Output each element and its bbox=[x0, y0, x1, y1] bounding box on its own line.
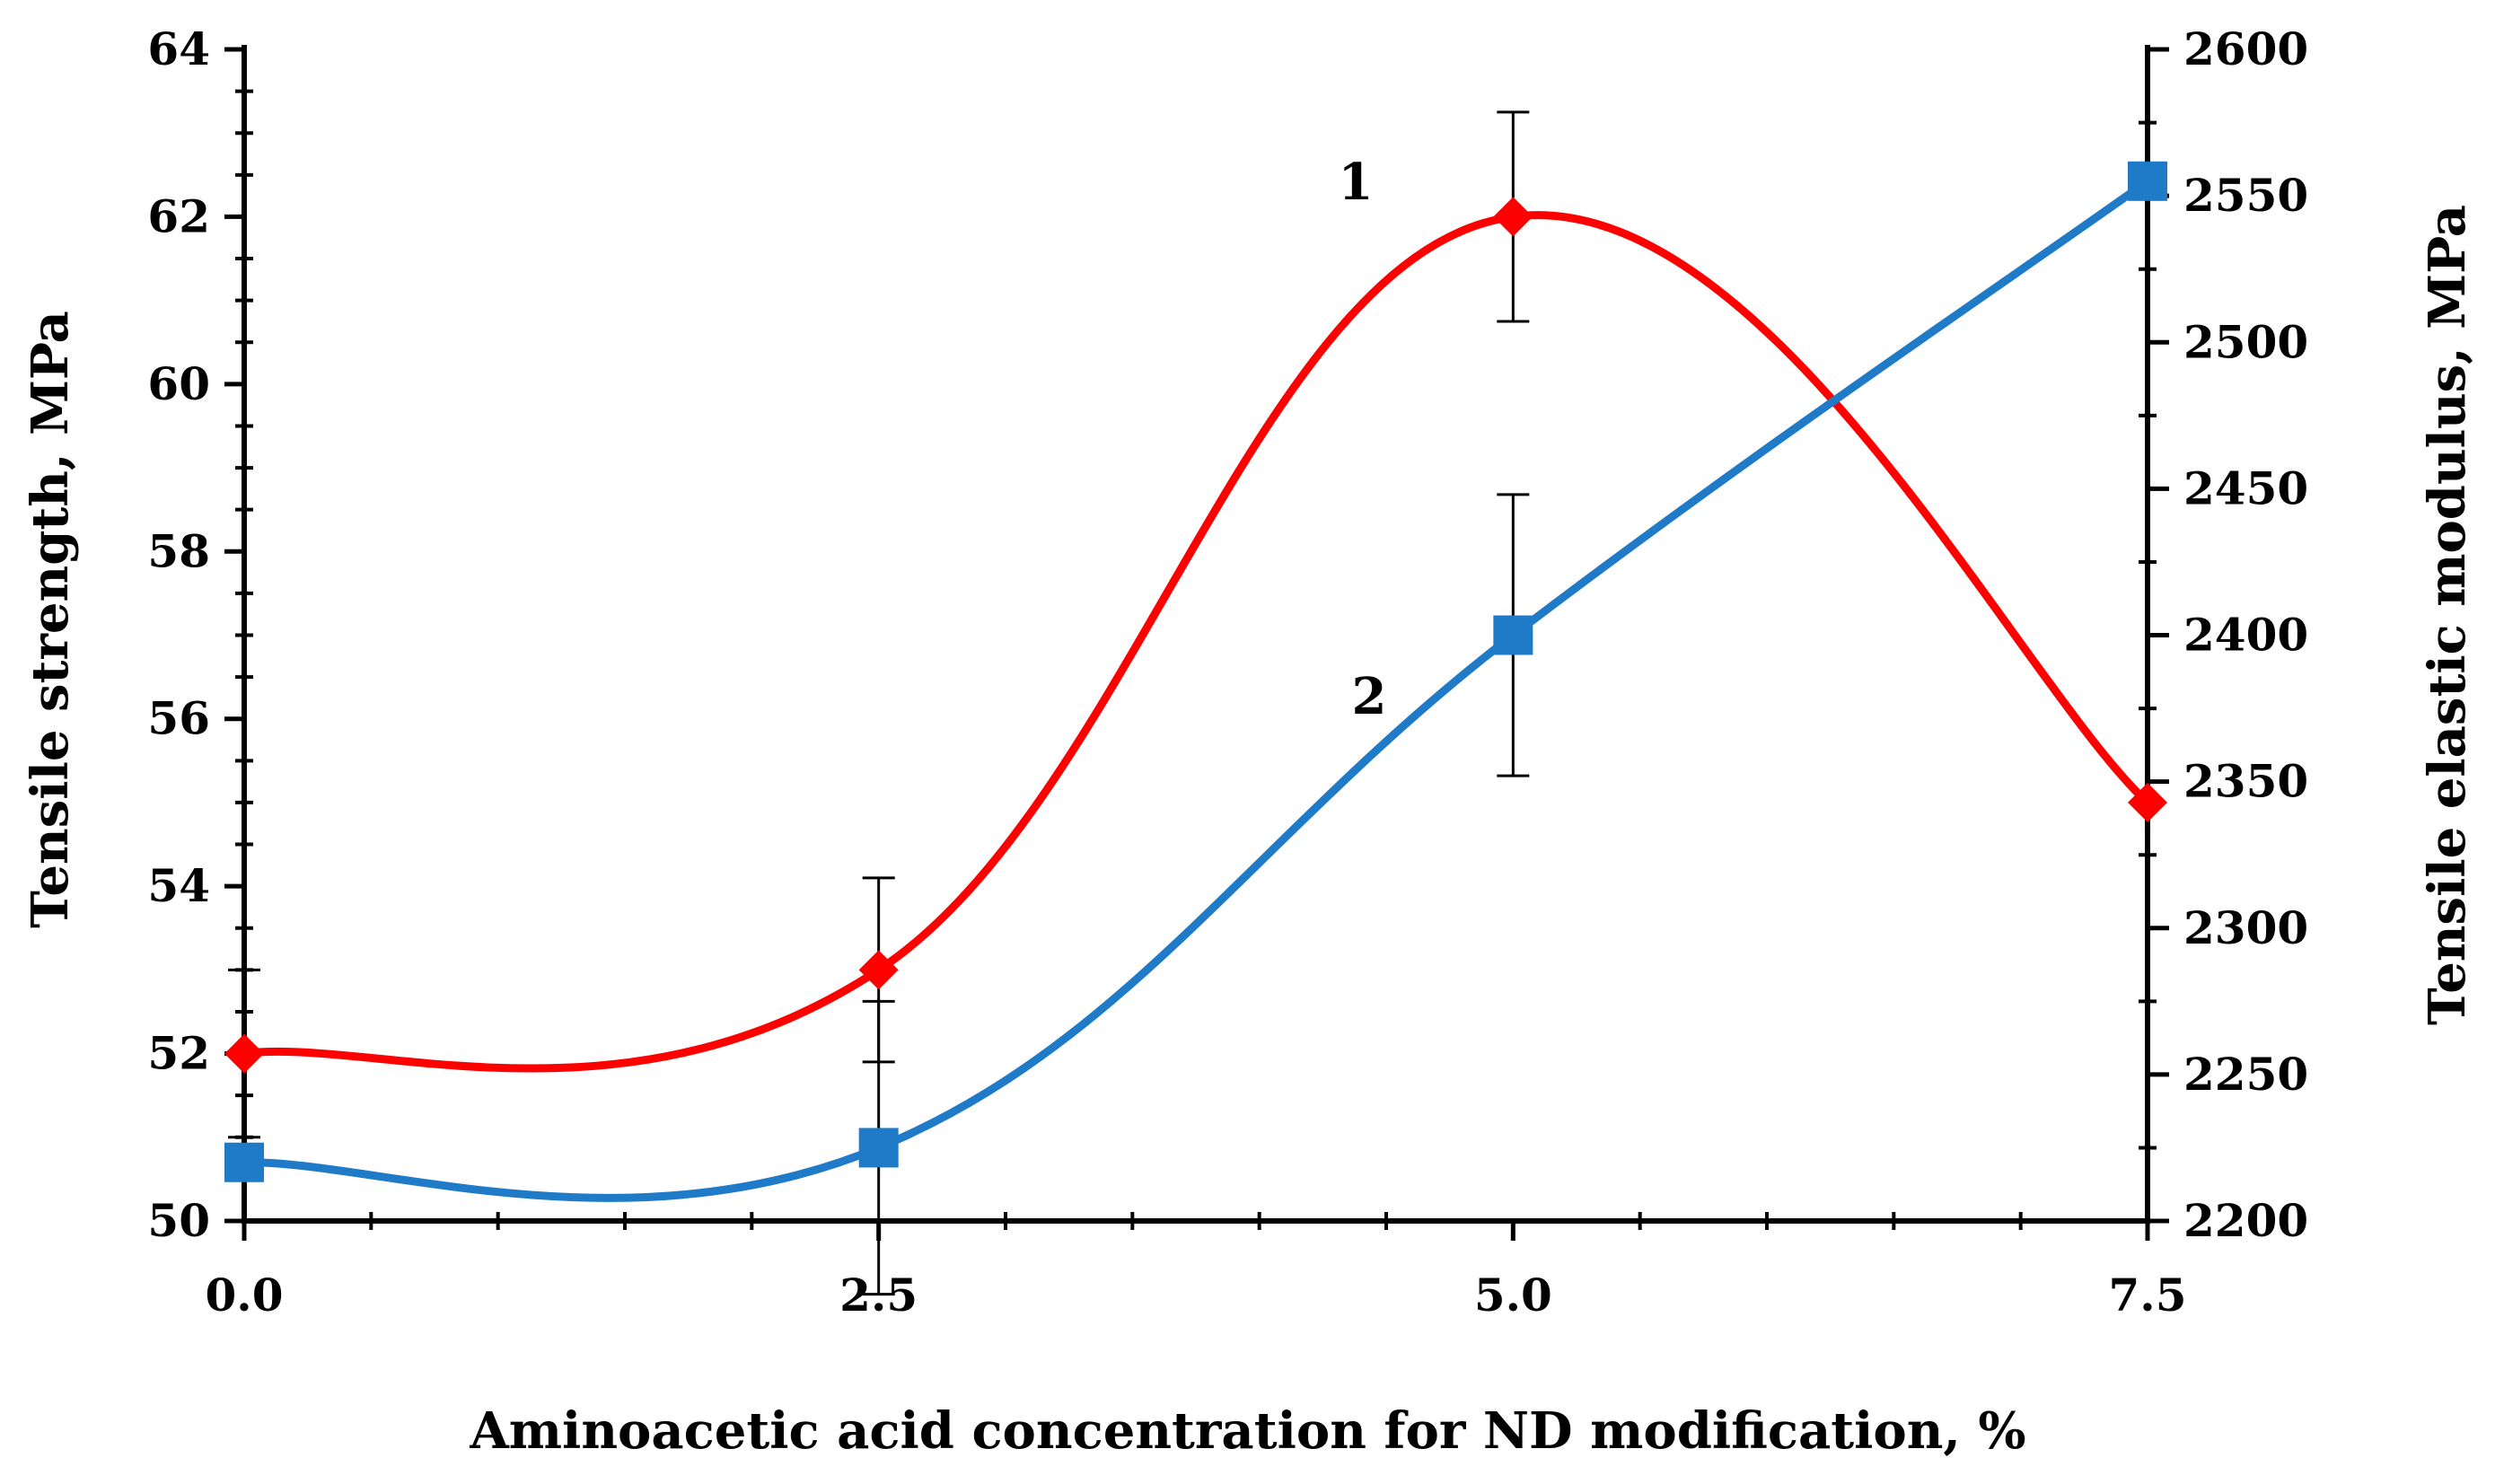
x-tick-label: 7.5 bbox=[2109, 1269, 2187, 1322]
series-2-line bbox=[240, 177, 2152, 1202]
series-1-marker-0 bbox=[224, 1033, 264, 1074]
y2-tick-label: 2200 bbox=[2183, 1194, 2308, 1247]
series-1-marker-1 bbox=[858, 950, 899, 990]
y2-tick-label: 2450 bbox=[2183, 461, 2308, 514]
y-axis-title: Tensile strength, MPa bbox=[21, 311, 80, 928]
y2-tick-label: 2500 bbox=[2183, 315, 2308, 368]
x-tick-label: 0.0 bbox=[206, 1269, 284, 1322]
curve-label-2: 2 bbox=[1352, 667, 1387, 726]
y-tick-label: 50 bbox=[147, 1194, 210, 1247]
y2-tick-label: 2550 bbox=[2183, 169, 2308, 222]
y2-axis-title: Tensile elastic modulus, MPa bbox=[2418, 205, 2477, 1025]
y-tick-label: 64 bbox=[147, 22, 210, 75]
x-axis-title: Aminoacetic acid concentration for ND mo… bbox=[469, 1401, 2025, 1461]
y2-tick-label: 2300 bbox=[2183, 901, 2308, 954]
series-1-marker-3 bbox=[2128, 782, 2167, 822]
series-2-marker-1 bbox=[858, 1128, 899, 1168]
series-2-marker-3 bbox=[2128, 161, 2167, 201]
series-1-line bbox=[240, 211, 2152, 1073]
y2-tick-label: 2250 bbox=[2183, 1048, 2308, 1101]
y2-tick-label: 2400 bbox=[2183, 609, 2308, 662]
labels-layer: Aminoacetic acid concentration for ND mo… bbox=[21, 153, 2477, 1461]
y-tick-label: 52 bbox=[147, 1027, 210, 1080]
y-tick-label: 56 bbox=[147, 692, 210, 745]
y-tick-label: 62 bbox=[147, 189, 210, 242]
series-2-marker-2 bbox=[1493, 615, 1533, 655]
axes-layer: 50 52 54 56 58 60 62 64 2200 2250 2300 2350 2400 2450… bbox=[147, 22, 2308, 1322]
y-tick-label: 58 bbox=[147, 524, 210, 577]
curve-label-1: 1 bbox=[1339, 153, 1374, 212]
y-tick-label: 60 bbox=[147, 357, 210, 410]
series-1-marker-2 bbox=[1493, 197, 1533, 237]
y-tick-label: 54 bbox=[147, 859, 210, 912]
series-layer bbox=[224, 110, 2167, 1296]
x-tick-label: 5.0 bbox=[1474, 1269, 1552, 1322]
y2-tick-label: 2350 bbox=[2183, 755, 2308, 808]
series-2-marker-0 bbox=[224, 1142, 264, 1182]
y2-tick-label: 2600 bbox=[2183, 22, 2308, 75]
